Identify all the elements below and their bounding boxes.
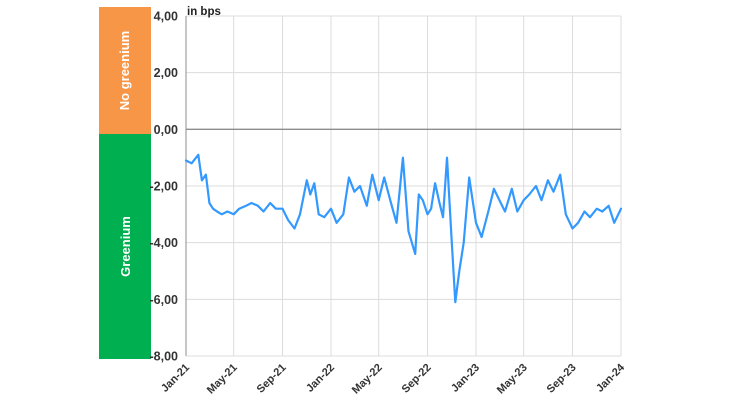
unit-label: in bps — [187, 6, 221, 18]
x-tick-label: Jan-24 — [594, 361, 628, 395]
x-tick-label: Sep-22 — [400, 362, 434, 396]
y-tick-label: -6,00 — [150, 293, 179, 307]
x-tick-label: May-21 — [205, 362, 240, 397]
series-layer — [184, 153, 623, 304]
x-tick-label: May-23 — [495, 362, 530, 397]
x-tick-label: Jan-21 — [159, 362, 192, 395]
y-tick-label: 2,00 — [154, 66, 178, 80]
y-tick-label: -4,00 — [150, 236, 179, 250]
y-tick-label: 4,00 — [154, 10, 178, 24]
x-tick-label: Sep-23 — [545, 362, 579, 396]
y-tick-labels: 4,00 2,00 0,00 -2,00 -4,00 -6,00 -8,00 — [150, 10, 179, 364]
y-tick-label: 0,00 — [154, 123, 178, 137]
axes — [185, 16, 621, 357]
x-tick-label: Sep-21 — [255, 362, 289, 396]
greenium-band: Greenium — [99, 134, 151, 359]
x-tick-label: May-22 — [350, 362, 385, 397]
y-tick-label: -2,00 — [150, 180, 179, 194]
no-greenium-band: No greenium — [99, 7, 151, 134]
x-tick-label: Jan-23 — [449, 362, 482, 395]
y-tick-label: -8,00 — [150, 350, 179, 364]
x-tick-label: Jan-22 — [304, 362, 337, 395]
greenium-series-line — [184, 153, 623, 304]
x-tick-labels: Jan-21 May-21 Sep-21 Jan-22 May-22 Sep-22 Jan-… — [159, 361, 628, 396]
